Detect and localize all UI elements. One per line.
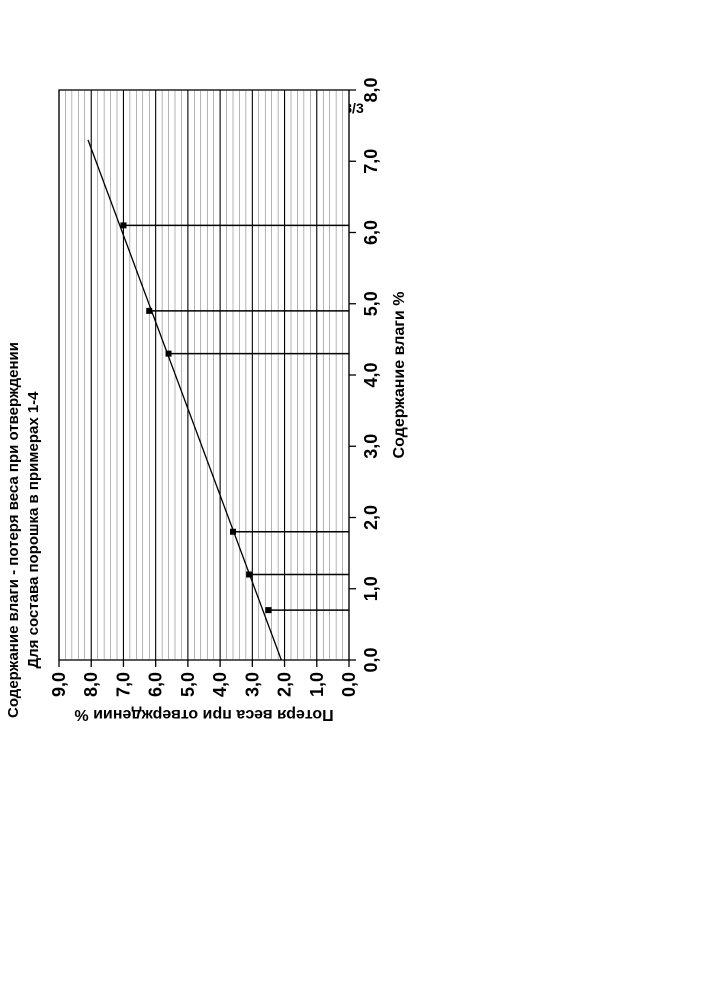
svg-text:2,0: 2,0	[275, 672, 295, 697]
svg-text:5,0: 5,0	[178, 672, 198, 697]
svg-text:Содержание влаги %: Содержание влаги %	[391, 292, 408, 459]
chart-svg: 0,0 1,0 2,0 3,0 4,0 5,0 6,0 7,0 8,0 0,0 1,0 2,0 3,0 4…	[49, 30, 447, 730]
svg-text:6,0: 6,0	[146, 672, 166, 697]
svg-text:3,0: 3,0	[361, 434, 381, 459]
chart-container: Содержание влаги - потеря веса при отвер…	[4, 330, 704, 730]
svg-text:6,0: 6,0	[361, 220, 381, 245]
svg-text:Потеря веса при отверждении %: Потеря веса при отверждении %	[74, 706, 333, 723]
svg-text:4,0: 4,0	[361, 362, 381, 387]
svg-text:5,0: 5,0	[361, 291, 381, 316]
svg-text:2,0: 2,0	[361, 505, 381, 530]
svg-text:1,0: 1,0	[361, 576, 381, 601]
svg-text:0,0: 0,0	[361, 647, 381, 672]
chart-title-line-1: Содержание влаги - потеря веса при отвер…	[5, 342, 22, 718]
svg-text:4,0: 4,0	[210, 672, 230, 697]
svg-text:8,0: 8,0	[81, 672, 101, 697]
chart-title: Содержание влаги - потеря веса при отвер…	[4, 330, 43, 730]
chart-title-line-2: Для состава порошка в примерах 1-4	[25, 391, 42, 668]
svg-text:7,0: 7,0	[113, 672, 133, 697]
svg-text:3,0: 3,0	[242, 672, 262, 697]
svg-text:0,0: 0,0	[339, 672, 359, 697]
svg-text:7,0: 7,0	[361, 149, 381, 174]
svg-text:9,0: 9,0	[49, 672, 69, 697]
svg-text:1,0: 1,0	[307, 672, 327, 697]
svg-text:8,0: 8,0	[361, 77, 381, 102]
